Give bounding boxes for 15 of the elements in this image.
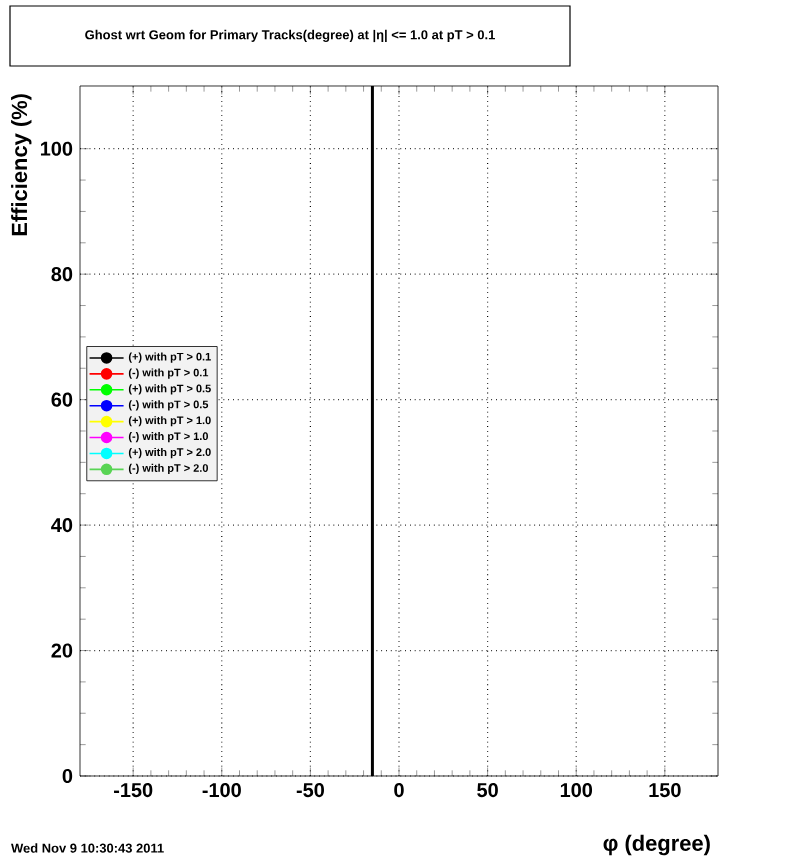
x-tick-label: 50	[477, 783, 498, 798]
x-tick-label: 150	[649, 783, 681, 798]
x-axis-title: φ (degree)	[603, 834, 710, 856]
x-tick-label: -100	[202, 783, 241, 798]
y-tick-label: 0	[62, 768, 73, 784]
y-tick-label: 20	[51, 643, 73, 658]
y-tick-label: 40	[51, 518, 73, 533]
x-tick-label: 100	[560, 783, 593, 798]
x-tick-label: 0	[394, 783, 404, 798]
y-tick-label: 80	[51, 267, 73, 282]
x-tick-label: -50	[296, 783, 324, 798]
y-tick-label: 60	[51, 392, 73, 407]
y-axis-title: Efficiency (%)	[11, 94, 32, 236]
y-tick-label: 100	[40, 141, 73, 156]
x-tick-label: -150	[114, 783, 153, 798]
